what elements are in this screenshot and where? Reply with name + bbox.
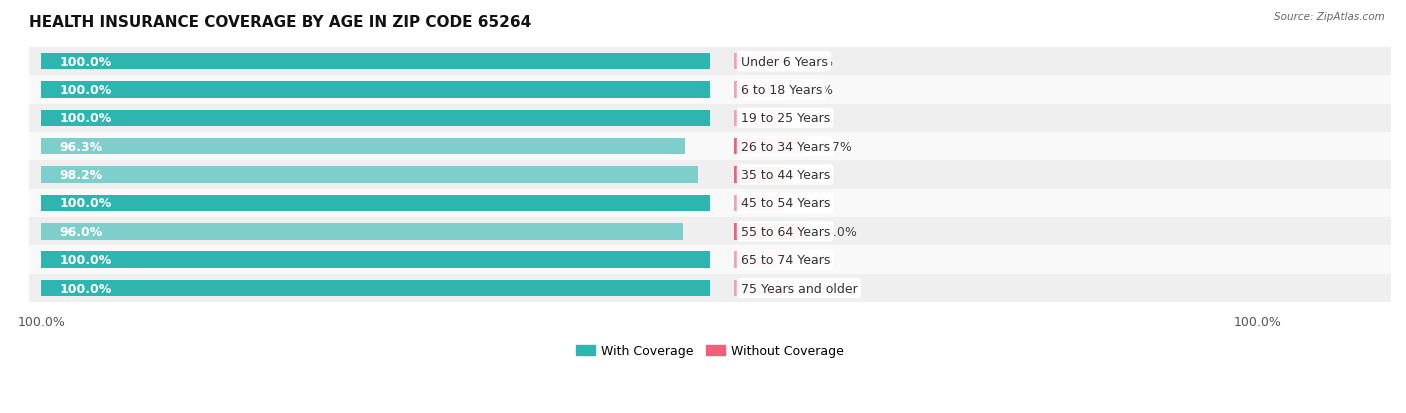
Text: Under 6 Years: Under 6 Years bbox=[741, 55, 827, 69]
Legend: With Coverage, Without Coverage: With Coverage, Without Coverage bbox=[571, 339, 849, 363]
Text: 35 to 44 Years: 35 to 44 Years bbox=[741, 169, 830, 182]
Bar bbox=[41, 252, 710, 268]
Bar bbox=[41, 110, 710, 127]
Bar bbox=[30, 189, 1391, 218]
Bar bbox=[734, 54, 783, 70]
Bar bbox=[41, 54, 710, 70]
Text: 100.0%: 100.0% bbox=[59, 254, 112, 266]
Bar bbox=[734, 167, 783, 183]
Bar bbox=[30, 161, 1391, 189]
Text: 100.0%: 100.0% bbox=[59, 55, 112, 69]
Text: 75 Years and older: 75 Years and older bbox=[741, 282, 858, 295]
Text: 1.8%: 1.8% bbox=[801, 169, 834, 182]
Bar bbox=[30, 104, 1391, 133]
Text: 96.0%: 96.0% bbox=[59, 225, 103, 238]
Text: 6 to 18 Years: 6 to 18 Years bbox=[741, 84, 823, 97]
Text: 55 to 64 Years: 55 to 64 Years bbox=[741, 225, 830, 238]
Bar bbox=[30, 246, 1391, 274]
Bar bbox=[30, 133, 1391, 161]
Bar bbox=[734, 82, 783, 98]
Bar bbox=[41, 280, 710, 297]
Text: Source: ZipAtlas.com: Source: ZipAtlas.com bbox=[1274, 12, 1385, 22]
Text: 96.3%: 96.3% bbox=[59, 140, 103, 153]
Text: 98.2%: 98.2% bbox=[59, 169, 103, 182]
Text: 19 to 25 Years: 19 to 25 Years bbox=[741, 112, 830, 125]
Bar bbox=[734, 139, 801, 155]
Bar bbox=[30, 274, 1391, 302]
Text: 100.0%: 100.0% bbox=[59, 197, 112, 210]
Text: 0.0%: 0.0% bbox=[801, 197, 834, 210]
Bar bbox=[734, 223, 807, 240]
Bar bbox=[734, 252, 783, 268]
Text: 0.0%: 0.0% bbox=[801, 254, 834, 266]
Text: 26 to 34 Years: 26 to 34 Years bbox=[741, 140, 830, 153]
Text: 0.0%: 0.0% bbox=[801, 112, 834, 125]
Bar bbox=[30, 48, 1391, 76]
Bar bbox=[41, 195, 710, 211]
Bar bbox=[734, 280, 783, 297]
Bar bbox=[41, 167, 697, 183]
Text: 4.0%: 4.0% bbox=[825, 225, 858, 238]
Text: 45 to 54 Years: 45 to 54 Years bbox=[741, 197, 830, 210]
Text: 65 to 74 Years: 65 to 74 Years bbox=[741, 254, 830, 266]
Text: HEALTH INSURANCE COVERAGE BY AGE IN ZIP CODE 65264: HEALTH INSURANCE COVERAGE BY AGE IN ZIP … bbox=[30, 15, 531, 30]
Bar bbox=[30, 76, 1391, 104]
Text: 100.0%: 100.0% bbox=[59, 282, 112, 295]
Bar bbox=[41, 223, 683, 240]
Text: 3.7%: 3.7% bbox=[820, 140, 852, 153]
Bar bbox=[41, 139, 685, 155]
Text: 100.0%: 100.0% bbox=[59, 84, 112, 97]
Text: 0.0%: 0.0% bbox=[801, 55, 834, 69]
Bar bbox=[41, 82, 710, 98]
Text: 0.0%: 0.0% bbox=[801, 282, 834, 295]
Bar bbox=[734, 110, 783, 127]
Bar bbox=[734, 195, 783, 211]
Text: 100.0%: 100.0% bbox=[59, 112, 112, 125]
Bar bbox=[30, 218, 1391, 246]
Text: 0.0%: 0.0% bbox=[801, 84, 834, 97]
